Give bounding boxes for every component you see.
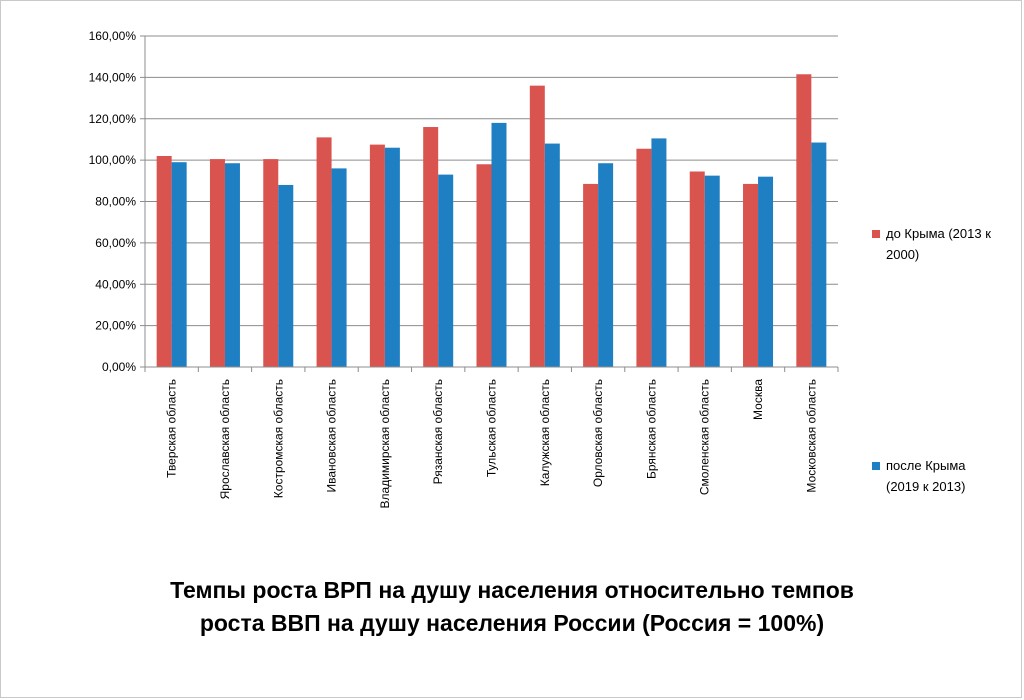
bar-after-0: [171, 162, 187, 367]
y-tick-label: 40,00%: [95, 277, 136, 291]
bar-before-10: [689, 171, 705, 367]
y-axis-ticks: 0,00% 20,00% 40,00% 60,00% 80,00% 100,00% 120,…: [89, 29, 145, 374]
category-label: Калужская область: [538, 379, 552, 486]
bar-after-5: [438, 174, 454, 367]
bar-after-4: [384, 147, 400, 367]
bars: [156, 74, 827, 368]
bar-after-7: [544, 143, 560, 367]
chart-title-line-2: роста ВВП на душу населения России (Росс…: [199, 610, 825, 636]
category-labels: Тверская область Ярославская область Костр…: [165, 379, 819, 509]
bar-after-10: [704, 175, 720, 367]
legend: до Крыма (2013 к 2000) после Крыма (2019 к …: [872, 226, 991, 494]
bar-after-11: [758, 176, 774, 367]
bar-after-9: [651, 138, 667, 367]
bar-after-2: [278, 184, 294, 367]
bar-before-2: [263, 159, 279, 367]
bar-before-4: [369, 144, 385, 367]
category-label: Рязанская область: [431, 379, 445, 484]
y-tick-label: 60,00%: [95, 236, 136, 250]
category-label: Москва: [751, 379, 765, 420]
category-label: Орловская область: [591, 379, 605, 487]
chart-title-line-1: Темпы роста ВРП на душу населения относи…: [170, 577, 854, 603]
bar-before-1: [209, 159, 225, 367]
legend-label: до Крыма (2013 к: [886, 226, 991, 241]
axes: [144, 36, 839, 372]
bar-before-3: [316, 137, 332, 367]
y-tick-label: 100,00%: [89, 153, 137, 167]
category-label: Владимирская область: [378, 379, 392, 508]
y-tick-label: 140,00%: [89, 70, 137, 84]
bar-after-1: [224, 163, 240, 367]
legend-label: (2019 к 2013): [886, 479, 965, 494]
chart-title: Темпы роста ВРП на душу населения относи…: [0, 574, 1024, 640]
bar-before-5: [423, 127, 439, 368]
bar-before-8: [583, 183, 599, 367]
gridlines: [145, 35, 838, 327]
category-label: Брянская область: [644, 379, 658, 479]
category-label: Московская область: [804, 379, 818, 493]
bar-after-8: [598, 163, 614, 367]
y-tick-label: 160,00%: [89, 29, 137, 43]
bar-before-7: [529, 85, 545, 368]
legend-swatch: [872, 462, 880, 470]
y-tick-label: 120,00%: [89, 112, 137, 126]
bar-before-6: [476, 164, 492, 367]
bar-before-9: [636, 148, 652, 367]
category-label: Ивановская область: [325, 379, 339, 493]
legend-label: после Крыма: [886, 458, 966, 473]
y-tick-label: 80,00%: [95, 195, 136, 209]
category-label: Ярославская область: [218, 379, 232, 499]
legend-swatch: [872, 230, 880, 238]
bar-before-12: [796, 74, 812, 367]
y-tick-label: 20,00%: [95, 319, 136, 333]
bar-before-0: [156, 155, 172, 367]
bar-after-3: [331, 168, 347, 367]
y-tick-label: 0,00%: [102, 360, 136, 374]
legend-label: 2000): [886, 247, 919, 262]
category-label: Тульская область: [485, 379, 499, 477]
bar-before-11: [743, 183, 759, 367]
category-label: Тверская область: [165, 379, 179, 478]
bar-after-6: [491, 122, 507, 367]
category-label: Костромская область: [271, 379, 285, 498]
bar-after-12: [811, 142, 827, 367]
category-label: Смоленская область: [698, 379, 712, 495]
